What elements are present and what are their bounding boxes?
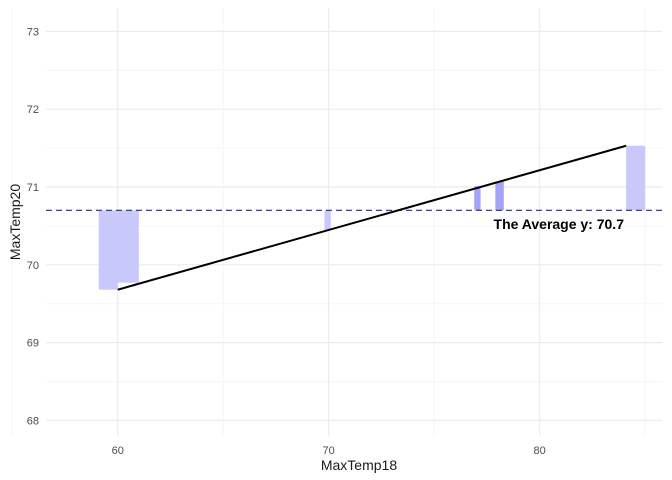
x-tick-label: 60 — [112, 445, 124, 457]
residual-bar — [626, 145, 646, 211]
y-tick-label: 73 — [27, 26, 39, 38]
residual-bar — [324, 210, 331, 230]
x-tick-label: 80 — [534, 445, 546, 457]
y-tick-label: 69 — [27, 338, 39, 350]
x-tick-label: 70 — [323, 445, 335, 457]
x-axis-title: MaxTemp18 — [321, 457, 397, 473]
y-tick-label: 70 — [27, 260, 39, 272]
residual-bar — [474, 186, 481, 211]
y-tick-labels: 68 69 70 71 72 73 — [27, 26, 39, 427]
residual-bar — [495, 181, 504, 211]
y-axis-title: MaxTemp20 — [7, 184, 23, 260]
residual-bar — [98, 210, 118, 290]
y-tick-label: 68 — [27, 415, 39, 427]
y-tick-label: 72 — [27, 104, 39, 116]
fit-line — [117, 144, 627, 291]
fit-line-group — [117, 144, 627, 291]
residual-bars — [98, 145, 646, 290]
major-gridlines — [46, 8, 662, 436]
average-annotation: The Average y: 70.7 — [494, 216, 625, 232]
x-tick-labels: 60 70 80 — [112, 445, 546, 457]
y-tick-label: 71 — [27, 182, 39, 194]
minor-gridlines — [11, 8, 662, 436]
residual-bar — [117, 210, 139, 283]
